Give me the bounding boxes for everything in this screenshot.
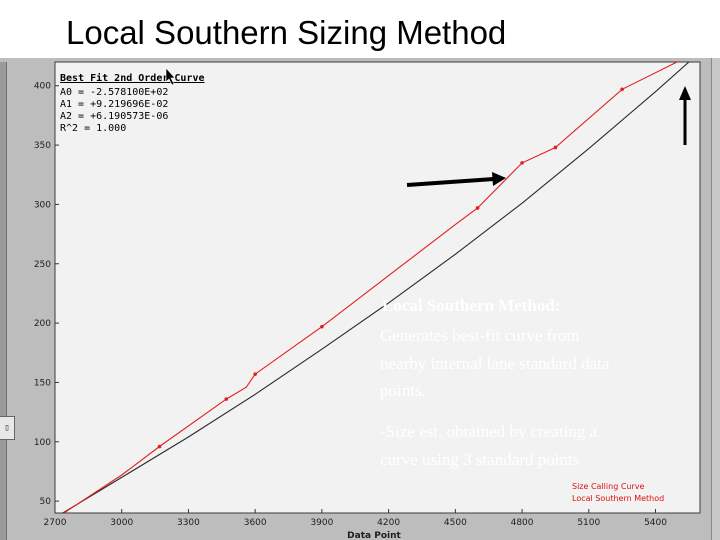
legend-item-size-calling-curve: Size Calling Curve <box>572 482 644 491</box>
x-tick-label: 4200 <box>377 518 400 528</box>
data-point <box>553 145 558 150</box>
data-point <box>253 372 257 376</box>
y-tick-label: 350 <box>34 141 51 151</box>
x-axis: 2700 3000 3300 3600 3900 4200 4500 4800 5100 5400 <box>44 509 667 528</box>
x-tick-label: 3000 <box>110 518 133 528</box>
annotation-line-4: -Size est. obtained by creating a <box>380 422 598 441</box>
data-point <box>475 206 480 210</box>
y-tick-label: 400 <box>34 82 51 92</box>
fit-line-a1: A1 = +9.219696E-02 <box>60 99 168 110</box>
y-tick-label: 300 <box>34 200 51 210</box>
x-tick-label: 5100 <box>577 518 600 528</box>
fit-line-a2: A2 = +6.190573E-06 <box>60 111 168 122</box>
annotation-line-2: nearby internal lane standard data <box>380 354 610 373</box>
x-axis-label: Data Point <box>347 531 401 540</box>
legend-item-local-southern-method: Local Southern Method <box>572 494 664 503</box>
data-point <box>620 87 624 92</box>
legend: Size Calling Curve Local Southern Method <box>572 482 664 503</box>
data-point <box>157 444 162 449</box>
annotation-line-5: curve using 3 standard points <box>380 450 579 469</box>
horizontal-arrow-icon <box>406 172 506 187</box>
data-point <box>224 397 229 401</box>
fit-line-r2: R^2 = 1.000 <box>60 123 126 134</box>
x-tick-label: 3600 <box>244 518 267 528</box>
data-point <box>520 161 524 165</box>
x-tick-label: 4500 <box>444 518 467 528</box>
y-axis: 50 100 150 200 250 300 350 400 <box>34 82 59 507</box>
mouse-cursor-icon <box>165 67 176 86</box>
slide-title: Local Southern Sizing Method <box>66 14 507 51</box>
y-tick-label: 150 <box>34 378 51 388</box>
x-tick-label: 4800 <box>511 518 534 528</box>
annotation-heading: Local Southern Method: <box>382 296 561 315</box>
plot-area <box>54 61 701 514</box>
series-line-size-calling-curve <box>61 62 690 513</box>
fit-box-title: Best Fit 2nd Order Curve <box>60 72 205 84</box>
x-tick-label: 3900 <box>310 518 333 528</box>
y-tick-label: 250 <box>34 260 51 270</box>
fit-line-a0: A0 = -2.578100E+02 <box>60 87 168 98</box>
annotation-overlay: Local Southern Method: Generates best-fi… <box>380 296 610 469</box>
x-tick-label: 5400 <box>644 518 667 528</box>
x-tick-label: 2700 <box>44 518 67 528</box>
series-layer <box>61 62 690 513</box>
data-point <box>320 324 324 329</box>
y-tick-label: 100 <box>34 438 51 448</box>
left-edge-tab[interactable]: ▯ <box>0 416 15 440</box>
annotation-line-1: Generates best-fit curve from <box>380 326 580 345</box>
series-line-local-southern-method <box>63 62 679 513</box>
annotation-line-3: points. <box>380 381 426 400</box>
y-tick-label: 200 <box>34 319 51 329</box>
x-tick-label: 3300 <box>177 518 200 528</box>
y-tick-label: 50 <box>40 497 52 507</box>
up-arrow-icon <box>679 86 691 145</box>
window-right-scroll-strip[interactable] <box>711 58 720 540</box>
window-left-edge <box>0 62 7 540</box>
